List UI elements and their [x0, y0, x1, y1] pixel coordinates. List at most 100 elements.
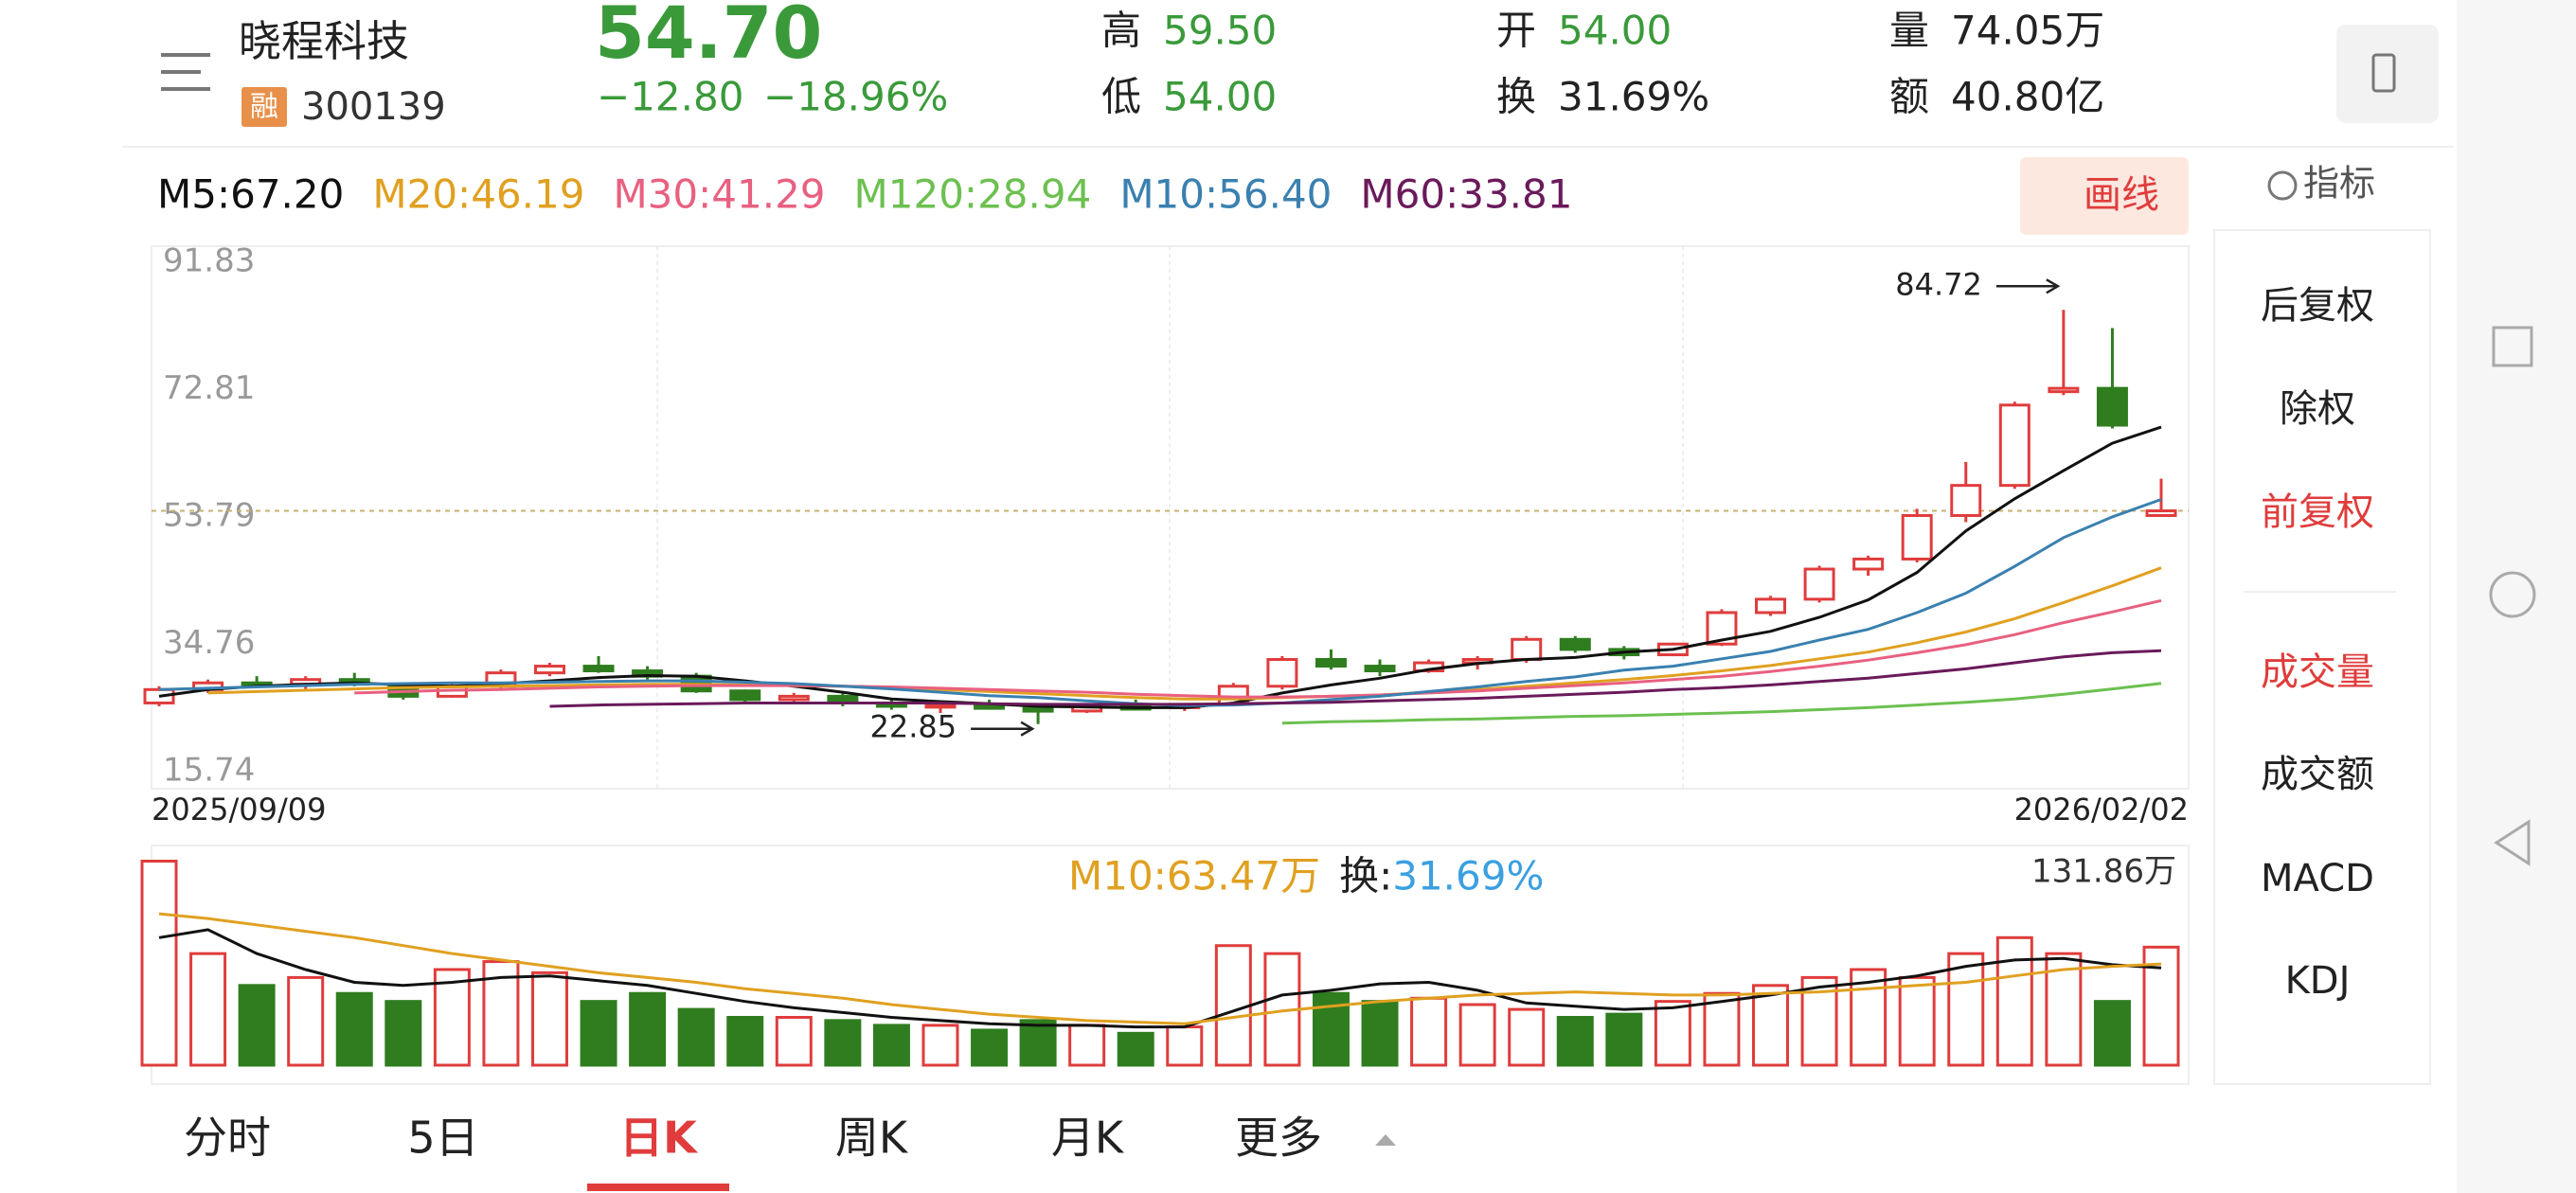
- price: 54.70: [595, 0, 822, 75]
- volume-bar: [629, 991, 667, 1067]
- volume-bar: [238, 984, 276, 1067]
- label: 高: [1101, 8, 1141, 54]
- tab[interactable]: 周K: [835, 1113, 909, 1164]
- menu-icon[interactable]: [161, 53, 210, 91]
- label: 低: [1101, 74, 1141, 120]
- value: 54.00: [1163, 74, 1277, 120]
- volume-bar: [335, 991, 373, 1067]
- candle-body: [1852, 557, 1885, 571]
- legend-entry: M10:56.40: [1119, 171, 1332, 218]
- y-tick-label: 53.79: [163, 496, 255, 534]
- tab[interactable]: 月K: [1051, 1113, 1125, 1164]
- volume-bar: [1068, 1024, 1106, 1067]
- stock-code: 300139: [301, 85, 446, 129]
- volume-bar: [1654, 1000, 1691, 1067]
- side-item[interactable]: 成交量: [2261, 650, 2374, 694]
- candle-body: [533, 665, 565, 675]
- annotation: 84.72: [1895, 266, 1982, 302]
- volume-bar: [1850, 968, 1887, 1067]
- nav-bar: [2457, 0, 2576, 1193]
- side-item[interactable]: 成交额: [2261, 753, 2374, 796]
- volume-bar: [1458, 1003, 1496, 1067]
- side-item[interactable]: 前复权: [2261, 490, 2374, 534]
- volume-bar: [385, 1000, 422, 1067]
- candle-body: [1022, 706, 1054, 713]
- volume-bar: [1361, 1000, 1399, 1067]
- ma-line: [354, 598, 2162, 699]
- nav-home[interactable]: [2489, 571, 2536, 618]
- volume-tick-label: 131.86万: [2031, 853, 2176, 891]
- device-button[interactable]: [2336, 25, 2439, 123]
- draw-button[interactable]: [2020, 157, 2189, 235]
- tab[interactable]: 分时: [184, 1113, 271, 1164]
- candle-body: [2048, 386, 2080, 394]
- badge: [242, 87, 287, 127]
- change: −12.80: [597, 74, 743, 120]
- candle-body: [1950, 484, 1982, 517]
- volume-bar: [580, 1000, 617, 1067]
- change-pct: −18.96%: [763, 74, 948, 120]
- tab[interactable]: 5日: [407, 1113, 478, 1164]
- candle-body: [2145, 509, 2177, 517]
- volume-bar: [1117, 1031, 1154, 1067]
- volume-bar: [971, 1028, 1009, 1067]
- tab-underline: [587, 1184, 729, 1191]
- ma-line: [1281, 682, 2162, 725]
- ma-line: [207, 566, 2162, 701]
- candle-body: [1901, 513, 1933, 561]
- side-item[interactable]: KDJ: [2285, 959, 2351, 1003]
- value: 59.50: [1163, 8, 1277, 54]
- volume-bar: [1995, 935, 2033, 1067]
- volume-bar: [1019, 1019, 1057, 1067]
- candle-body: [778, 694, 810, 702]
- y-tick-label: 15.74: [163, 752, 255, 790]
- draw-button-label[interactable]: 画线: [2084, 173, 2159, 217]
- side-menu: [2213, 229, 2431, 1085]
- legend-entry: M5:67.20: [157, 171, 344, 218]
- volume-bar: [1410, 996, 1448, 1067]
- candle-body: [1315, 657, 1347, 668]
- side-item[interactable]: 后复权: [2261, 284, 2374, 328]
- volume-bar: [824, 1019, 862, 1067]
- more-arrow: [1375, 1134, 1396, 1146]
- volume-bar: [1605, 1012, 1643, 1067]
- candle-body: [729, 689, 761, 702]
- side-item[interactable]: MACD: [2261, 857, 2374, 900]
- volume-bar: [1508, 1007, 1546, 1067]
- indicator-label: 指标: [2303, 163, 2375, 205]
- annotation-arrow: [1995, 278, 2061, 294]
- volume-ma-line: [158, 928, 2162, 1029]
- nav-recent[interactable]: [2492, 326, 2533, 367]
- legend-entry: M20:46.19: [372, 171, 584, 218]
- candle-body: [924, 703, 957, 709]
- ma-line: [549, 649, 2162, 708]
- candle-body: [2096, 386, 2128, 427]
- volume-bar: [1214, 944, 1252, 1067]
- stock-name: 晓程科技: [239, 16, 409, 66]
- value: 54.00: [1558, 8, 1672, 54]
- value: 31.69%: [1558, 74, 1709, 120]
- volume-legend: 31.69%: [1392, 853, 1544, 899]
- volume-bar: [433, 968, 471, 1067]
- legend-entry: M30:41.29: [613, 171, 825, 218]
- label: 换: [1496, 74, 1536, 120]
- volume-bar: [1752, 984, 1790, 1067]
- volume-bar: [872, 1024, 910, 1067]
- device-icon: [2371, 53, 2396, 93]
- value: 40.80亿: [1951, 74, 2104, 120]
- volume-legend: M10:63.47万: [1068, 853, 1320, 899]
- side-item[interactable]: 除权: [2280, 387, 2355, 431]
- volume-bar: [1898, 975, 1936, 1067]
- volume-bar: [2093, 1000, 2131, 1067]
- tab[interactable]: 更多: [1235, 1113, 1322, 1164]
- annotation: 22.85: [869, 709, 957, 745]
- volume-bar: [726, 1015, 764, 1067]
- tab[interactable]: 日K: [619, 1113, 699, 1164]
- volume-legend: 换:: [1339, 853, 1392, 899]
- label: 额: [1889, 74, 1929, 120]
- nav-back[interactable]: [2494, 819, 2531, 866]
- volume-bar: [1166, 1025, 1204, 1067]
- volume-bar: [921, 1024, 959, 1067]
- x-label: 2025/09/09: [152, 792, 326, 828]
- annotation-arrow: [971, 721, 1035, 737]
